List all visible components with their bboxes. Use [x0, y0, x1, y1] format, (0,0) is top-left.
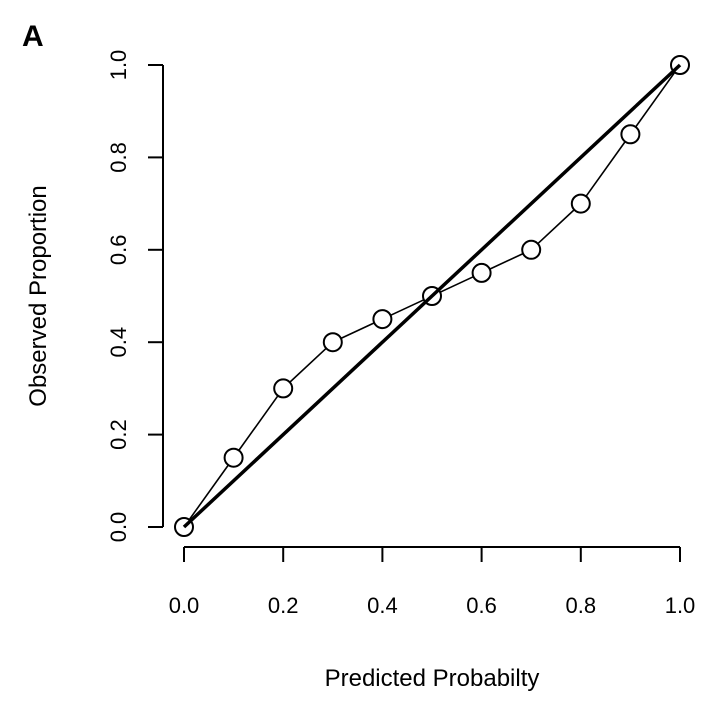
y-tick-label: 0.8: [106, 142, 131, 173]
data-point: [223, 447, 244, 468]
y-ticks: 0.0 0.2 0.4 0.6 0.8 1.0: [106, 50, 163, 543]
series-line-segment: [489, 252, 524, 270]
reference-line: [182, 63, 682, 529]
data-point: [322, 332, 343, 353]
data-point: [570, 193, 591, 214]
x-tick-label: 0.0: [169, 593, 200, 618]
data-point: [620, 124, 641, 145]
x-tick-label: 1.0: [665, 593, 696, 618]
data-point: [372, 309, 393, 330]
data-point: [273, 378, 294, 399]
data-point: [174, 517, 194, 537]
series-line-segment: [289, 347, 327, 383]
x-tick-label: 0.2: [268, 593, 299, 618]
y-tick-label: 0.6: [106, 235, 131, 266]
y-axis-title: Observed Proportion: [25, 185, 52, 406]
x-ticks: 0.0 0.2 0.4 0.6 0.8 1.0: [169, 547, 696, 618]
y-tick-label: 1.0: [106, 50, 131, 81]
x-axis-title: Predicted Probabilty: [325, 665, 540, 692]
series-line-segment: [634, 71, 676, 128]
series-line-segment: [340, 322, 375, 340]
series-line-segment: [188, 464, 230, 521]
plot-area: [174, 55, 690, 537]
series-line-segment: [439, 275, 474, 293]
y-tick-label: 0.0: [106, 512, 131, 543]
axes: [162, 65, 680, 548]
x-tick-label: 0.4: [367, 593, 398, 618]
y-tick-label: 0.2: [106, 419, 131, 450]
series-line-segment: [585, 141, 626, 197]
data-point: [471, 262, 492, 283]
y-tick-label: 0.4: [106, 327, 131, 358]
data-point: [670, 55, 690, 75]
series-line-segment: [390, 299, 425, 317]
series-line-segment: [238, 395, 279, 451]
data-point: [521, 239, 542, 260]
series-line-segment: [537, 209, 575, 245]
x-tick-label: 0.6: [466, 593, 497, 618]
x-tick-label: 0.8: [566, 593, 597, 618]
panel-label: A: [22, 20, 44, 53]
data-point: [422, 286, 442, 306]
